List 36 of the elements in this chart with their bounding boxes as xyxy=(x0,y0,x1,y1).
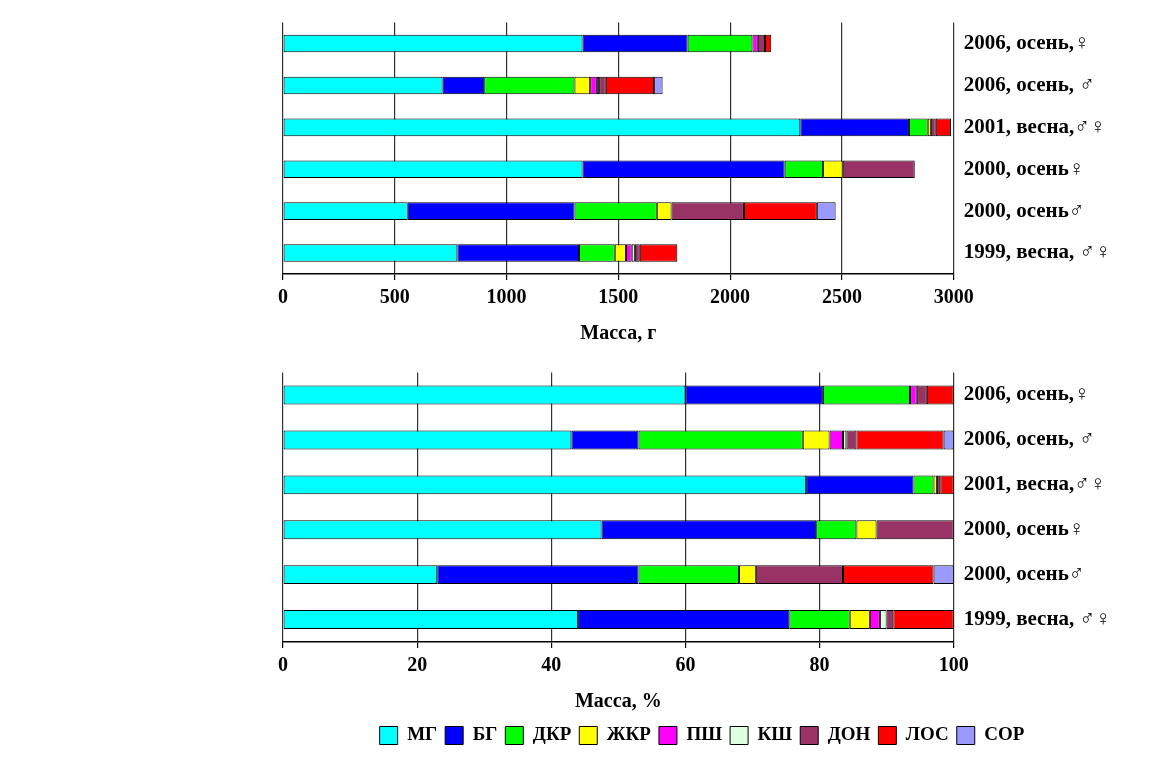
legend-label: ЛОС xyxy=(905,723,949,745)
x-tick-label: 2000 xyxy=(710,285,751,308)
y-tick-label: 2006, осень, ♂ xyxy=(963,426,1096,451)
legend-label: ДКР xyxy=(532,723,572,745)
y-tick-label: 1999, весна, ♂♀ xyxy=(963,605,1112,630)
x-tick-label: 0 xyxy=(278,653,288,676)
y-tick-label: 2001, весна,♂♀ xyxy=(963,113,1106,138)
y-tick-label: 2006, осень,♀ xyxy=(963,29,1090,54)
y-tick-label: 2006, осень, ♂ xyxy=(963,71,1096,96)
legend-label: СОР xyxy=(984,723,1025,745)
x-tick-label: 20 xyxy=(407,653,428,676)
x-tick-label: 0 xyxy=(278,285,288,308)
x-tick-label: 3000 xyxy=(933,285,974,308)
y-tick-label: 2006, осень,♀ xyxy=(963,381,1090,406)
legend-label: БГ xyxy=(472,723,498,745)
y-tick-label: 2000, осень♂ xyxy=(963,197,1085,222)
x-tick-label: 40 xyxy=(541,653,562,676)
y-tick-label: 2001, весна,♂♀ xyxy=(963,471,1106,496)
x-axis-title: Масса, г xyxy=(580,321,657,344)
x-tick-label: 1000 xyxy=(486,285,527,308)
legend-label: КШ xyxy=(757,723,793,745)
x-tick-label: 100 xyxy=(938,653,969,676)
legend-label: ДОН xyxy=(827,723,871,745)
x-tick-label: 60 xyxy=(675,653,696,676)
x-tick-label: 80 xyxy=(809,653,830,676)
y-tick-label: 2000, осень♂ xyxy=(963,561,1085,586)
legend-label: МГ xyxy=(407,723,438,745)
y-tick-label: 2000, осень♀ xyxy=(963,155,1085,180)
legend-label: ЖКР xyxy=(606,723,652,745)
x-tick-label: 2500 xyxy=(821,285,862,308)
y-tick-label: 2000, осень♀ xyxy=(963,516,1085,541)
y-tick-label: 1999, весна, ♂♀ xyxy=(963,239,1112,264)
legend-label: ПШ xyxy=(686,723,723,745)
x-tick-label: 1500 xyxy=(598,285,639,308)
x-tick-label: 500 xyxy=(379,285,410,308)
x-axis-title: Масса, % xyxy=(574,689,662,712)
